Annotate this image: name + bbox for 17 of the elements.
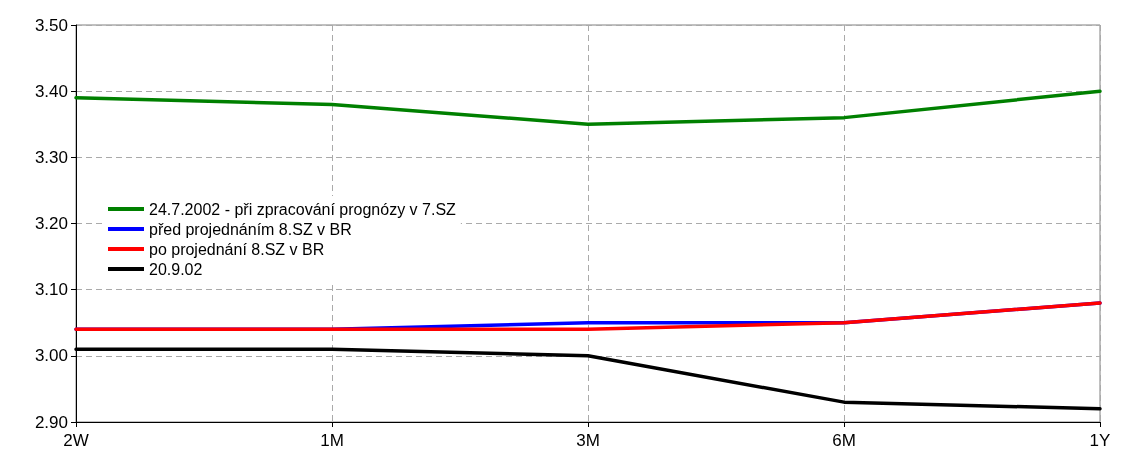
y-tick-label: 3.30	[34, 147, 68, 167]
x-tick-label: 1M	[320, 431, 344, 450]
legend-label: 24.7.2002 - při zpracování prognózy v 7.SZ	[149, 200, 457, 218]
x-tick-label: 2W	[63, 431, 89, 450]
legend-label: 20.9.02	[149, 260, 203, 278]
y-tick-label: 2.90	[34, 412, 68, 432]
legend-label: po projednání 8.SZ v BR	[149, 240, 325, 258]
y-tick-label: 3.20	[34, 214, 68, 233]
y-tick-label: 3.10	[34, 280, 68, 300]
line-series	[74, 89, 1102, 126]
y-tick-label: 3.50	[34, 15, 68, 35]
x-tick-label: 6M	[832, 431, 856, 450]
x-tick-label: 3M	[576, 431, 600, 450]
x-tick-label: 1Y	[1089, 431, 1111, 450]
y-tick-label: 3.40	[34, 81, 68, 101]
y-tick-label: 3.00	[34, 346, 68, 366]
legend-label: před projednáním 8.SZ v BR	[149, 220, 352, 238]
